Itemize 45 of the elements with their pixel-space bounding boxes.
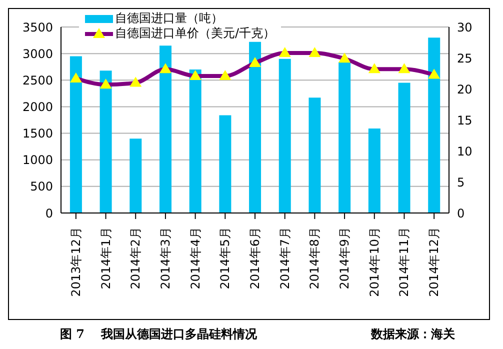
y-tick-label: 0 [45,206,53,220]
x-tick-label: 2014年8月 [308,227,322,290]
y2-tick-label: 10 [457,144,472,158]
bar [308,98,321,213]
y2-tick-label: 20 [457,82,472,96]
bar [249,42,262,213]
y2-tick-label: 5 [457,175,465,190]
bar [70,56,82,213]
y-tick-label: 1500 [22,126,53,141]
legend-label: 自德国进口量（吨） [115,11,223,26]
y2-tick-label: 30 [457,20,472,34]
x-tick-label: 2014年2月 [128,227,143,290]
x-tick-label: 2014年9月 [338,227,352,290]
y2-tick-label: 0 [457,206,465,220]
y-tick-label: 3000 [22,46,53,61]
y-tick-label: 2500 [22,73,53,88]
bar [338,62,351,213]
y-tick-label: 2000 [22,100,53,114]
source-note: 数据来源：海关 [371,326,455,343]
bar [189,70,202,213]
bar [368,128,380,213]
x-tick-label: 2014年6月 [248,227,262,290]
legend-label: 自德国进口单价（美元/千克） [115,26,276,41]
y2-tick-label: 25 [457,51,472,66]
x-tick-label: 2014年7月 [278,227,292,290]
x-tick-label: 2014年3月 [158,227,172,290]
bar [398,82,410,213]
x-tick-label: 2014年11月 [397,227,412,297]
y2-tick-label: 15 [457,113,472,128]
bar [130,138,142,213]
text: 图 7 我国从德国进口多晶硅料情况 [60,326,258,343]
x-tick-label: 2014年10月 [367,227,382,297]
x-tick-label: 2014年4月 [188,227,202,290]
bar [278,58,291,213]
bar [428,38,440,213]
y-tick-label: 3500 [22,20,53,34]
y-tick-label: 500 [30,180,53,194]
bar [159,46,172,213]
bar [100,70,112,213]
y-tick-label: 1000 [22,153,53,168]
x-tick-label: 2014年5月 [218,227,232,290]
x-tick-label: 2014年12月 [427,227,442,297]
x-tick-label: 2014年1月 [98,227,113,290]
x-tick-label: 2013年12月 [68,227,83,297]
bar [219,115,232,213]
